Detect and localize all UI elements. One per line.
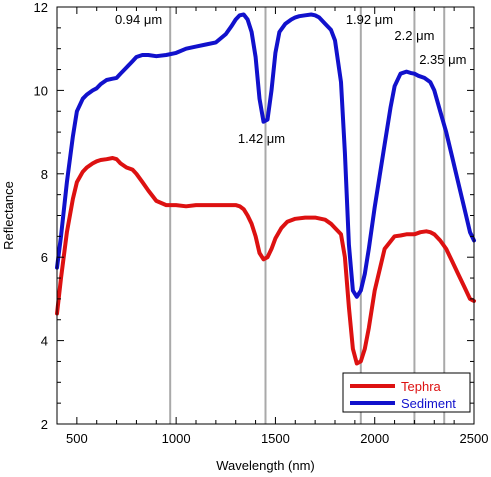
legend: Tephra Sediment	[342, 372, 471, 413]
legend-box	[342, 372, 471, 413]
axis-ticks	[57, 6, 475, 425]
x-tick-label: 2500	[460, 431, 489, 446]
y-axis-title: Reflectance	[1, 181, 16, 250]
x-axis-title: Wavelength (nm)	[216, 458, 315, 473]
tick-labels: 500 1000 1500 2000 2500 2 4 6 8 10 12	[34, 0, 489, 446]
x-tick-label: 500	[66, 431, 88, 446]
legend-label-sediment: Sediment	[401, 396, 456, 411]
y-tick-label: 10	[34, 83, 48, 98]
y-tick-label: 12	[34, 0, 48, 15]
reference-line-labels: 0.94 μm 1.42 μm 1.92 μm2.2 μm 2.35 μm	[115, 12, 466, 146]
reference-line-label: 2.2 μm	[394, 28, 434, 43]
series-layer	[55, 12, 476, 366]
x-tick-label: 2000	[360, 431, 389, 446]
series-line-tephra	[55, 156, 476, 366]
series-line-sediment	[55, 12, 476, 299]
y-tick-label: 2	[41, 417, 48, 432]
reference-line-label: 1.92 μm	[346, 12, 393, 27]
y-tick-label: 4	[41, 334, 48, 349]
reference-line-label: 1.42 μm	[238, 131, 285, 146]
y-tick-label: 6	[41, 250, 48, 265]
legend-label-tephra: Tephra	[401, 379, 442, 394]
reference-line-label: 0.94 μm	[115, 12, 162, 27]
reference-lines	[169, 7, 446, 424]
x-tick-label: 1500	[261, 431, 290, 446]
reference-line-label: 2.35 μm	[419, 52, 466, 67]
y-tick-label: 8	[41, 167, 48, 182]
x-tick-label: 1000	[162, 431, 191, 446]
